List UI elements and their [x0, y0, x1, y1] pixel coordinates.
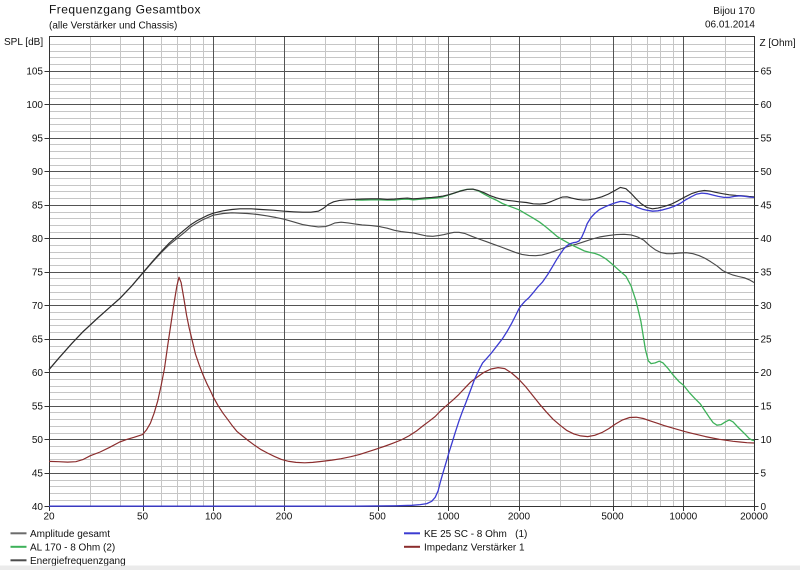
- svg-text:105: 105: [26, 66, 43, 77]
- svg-text:0: 0: [761, 502, 767, 513]
- svg-text:80: 80: [32, 234, 44, 245]
- svg-text:65: 65: [32, 334, 44, 345]
- svg-text:50: 50: [761, 167, 773, 178]
- svg-text:25: 25: [761, 334, 773, 345]
- svg-text:35: 35: [761, 267, 773, 278]
- svg-text:20000: 20000: [740, 512, 768, 523]
- svg-text:85: 85: [32, 200, 44, 211]
- svg-text:45: 45: [32, 468, 44, 479]
- svg-text:KE 25 SC - 8 Ohm (1): KE 25 SC - 8 Ohm (1): [424, 529, 527, 540]
- svg-text:65: 65: [761, 66, 773, 77]
- svg-text:200: 200: [276, 512, 293, 523]
- svg-text:20: 20: [43, 512, 55, 523]
- svg-text:50: 50: [137, 512, 149, 523]
- svg-text:55: 55: [761, 133, 773, 144]
- svg-text:30: 30: [761, 301, 773, 312]
- svg-text:(alle Verstärker und Chassis): (alle Verstärker und Chassis): [49, 21, 177, 32]
- svg-text:75: 75: [32, 267, 44, 278]
- svg-text:5: 5: [761, 468, 767, 479]
- svg-text:100: 100: [26, 100, 43, 111]
- svg-text:Frequenzgang Gesamtbox: Frequenzgang Gesamtbox: [49, 3, 201, 17]
- svg-text:Energiefrequenzgang: Energiefrequenzgang: [30, 556, 126, 567]
- svg-text:40: 40: [32, 502, 44, 513]
- svg-text:Impedanz Verstärker 1: Impedanz Verstärker 1: [424, 543, 525, 554]
- svg-text:5000: 5000: [601, 512, 624, 523]
- svg-text:Z [Ohm]: Z [Ohm]: [760, 38, 796, 49]
- svg-text:SPL [dB]: SPL [dB]: [4, 37, 43, 48]
- svg-text:55: 55: [32, 401, 44, 412]
- svg-text:20: 20: [761, 368, 773, 379]
- svg-text:Bijou 170: Bijou 170: [713, 6, 755, 17]
- svg-text:100: 100: [205, 512, 222, 523]
- svg-text:45: 45: [761, 200, 773, 211]
- svg-text:2000: 2000: [508, 512, 531, 523]
- svg-text:90: 90: [32, 167, 44, 178]
- svg-text:95: 95: [32, 133, 44, 144]
- svg-text:Amplitude gesamt: Amplitude gesamt: [30, 529, 110, 540]
- svg-text:10000: 10000: [669, 512, 697, 523]
- svg-text:40: 40: [761, 234, 773, 245]
- svg-text:60: 60: [32, 368, 44, 379]
- svg-text:15: 15: [761, 401, 773, 412]
- svg-text:AL 170 - 8 Ohm (2): AL 170 - 8 Ohm (2): [30, 543, 115, 554]
- svg-text:60: 60: [761, 100, 773, 111]
- svg-text:500: 500: [369, 512, 386, 523]
- svg-text:06.01.2014: 06.01.2014: [705, 20, 755, 31]
- svg-text:1000: 1000: [437, 512, 460, 523]
- svg-text:10: 10: [761, 435, 773, 446]
- svg-text:50: 50: [32, 435, 44, 446]
- svg-text:70: 70: [32, 301, 44, 312]
